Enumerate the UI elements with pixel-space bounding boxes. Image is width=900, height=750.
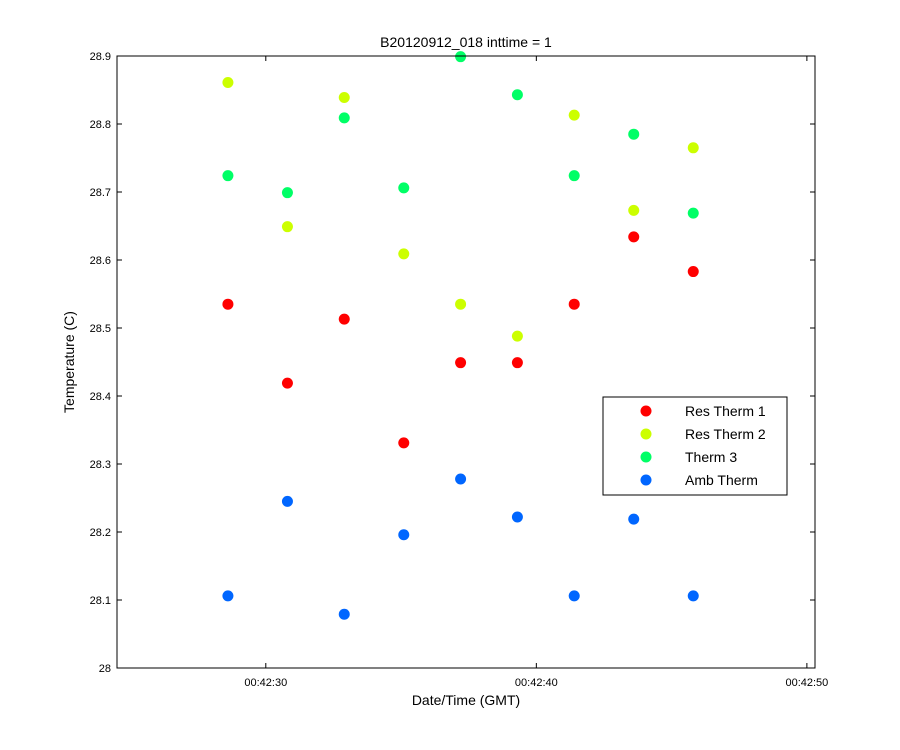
data-point bbox=[338, 313, 350, 325]
data-point bbox=[687, 266, 699, 278]
data-point bbox=[398, 529, 410, 541]
y-tick-label: 28.2 bbox=[90, 527, 111, 539]
y-tick-label: 28.7 bbox=[90, 187, 111, 199]
y-tick-label: 28.6 bbox=[90, 255, 111, 267]
data-points bbox=[222, 51, 699, 620]
series-therm-3 bbox=[222, 51, 699, 219]
series-res-therm-2 bbox=[222, 77, 699, 342]
data-point bbox=[568, 590, 580, 602]
y-tick-label: 28.5 bbox=[90, 323, 111, 335]
data-point bbox=[455, 298, 467, 310]
data-point bbox=[398, 248, 410, 260]
legend-label: Res Therm 2 bbox=[685, 426, 766, 442]
series-res-therm-1 bbox=[222, 231, 699, 449]
data-point bbox=[455, 473, 467, 485]
legend-label: Amb Therm bbox=[685, 472, 758, 488]
data-point bbox=[281, 377, 293, 389]
data-point bbox=[628, 513, 640, 525]
data-point bbox=[222, 170, 234, 182]
data-point bbox=[222, 298, 234, 310]
data-point bbox=[222, 590, 234, 602]
chart-title: B20120912_018 inttime = 1 bbox=[380, 34, 552, 50]
legend-box bbox=[602, 396, 788, 496]
data-point bbox=[511, 89, 523, 101]
legend-label: Therm 3 bbox=[685, 449, 737, 465]
series-amb-therm bbox=[222, 473, 699, 620]
y-axis: 28 28.1 28.2 28.3 28.4 28.5 28.6 28.7 28.8 28.9 bbox=[90, 51, 815, 675]
data-point bbox=[455, 357, 467, 369]
data-point bbox=[281, 221, 293, 233]
data-point bbox=[455, 51, 467, 63]
data-point bbox=[511, 511, 523, 523]
data-point bbox=[338, 608, 350, 620]
y-tick-label: 28.9 bbox=[90, 51, 111, 63]
data-point bbox=[687, 590, 699, 602]
x-axis-label: Date/Time (GMT) bbox=[412, 692, 520, 708]
data-point bbox=[687, 142, 699, 154]
legend: Res Therm 1 Res Therm 2 Therm 3 Amb Therm bbox=[602, 396, 788, 496]
data-point bbox=[281, 495, 293, 507]
y-tick-label: 28.1 bbox=[90, 595, 111, 607]
data-point bbox=[511, 357, 523, 369]
data-point bbox=[568, 298, 580, 310]
legend-marker bbox=[640, 474, 652, 486]
data-point bbox=[281, 187, 293, 199]
data-point bbox=[568, 170, 580, 182]
legend-marker bbox=[640, 428, 652, 440]
axes-box bbox=[116, 55, 816, 669]
legend-marker bbox=[640, 405, 652, 417]
x-tick-label: 00:42:40 bbox=[515, 677, 558, 689]
legend-label: Res Therm 1 bbox=[685, 403, 766, 419]
data-point bbox=[222, 77, 234, 89]
y-tick-label: 28.3 bbox=[90, 459, 111, 471]
x-tick-label: 00:42:50 bbox=[785, 677, 828, 689]
data-point bbox=[511, 330, 523, 342]
legend-marker bbox=[640, 451, 652, 463]
data-point bbox=[398, 182, 410, 194]
y-tick-label: 28.4 bbox=[90, 391, 111, 403]
data-point bbox=[568, 109, 580, 121]
data-point bbox=[628, 128, 640, 140]
y-tick-label: 28 bbox=[99, 663, 111, 675]
y-axis-label: Temperature (C) bbox=[61, 311, 77, 413]
y-tick-label: 28.8 bbox=[90, 119, 111, 131]
data-point bbox=[628, 204, 640, 216]
data-point bbox=[628, 231, 640, 243]
data-point bbox=[338, 112, 350, 124]
data-point bbox=[687, 207, 699, 219]
x-tick-label: 00:42:30 bbox=[244, 677, 287, 689]
data-point bbox=[338, 91, 350, 103]
data-point bbox=[398, 437, 410, 449]
x-axis: 00:42:30 00:42:40 00:42:50 bbox=[244, 56, 828, 689]
